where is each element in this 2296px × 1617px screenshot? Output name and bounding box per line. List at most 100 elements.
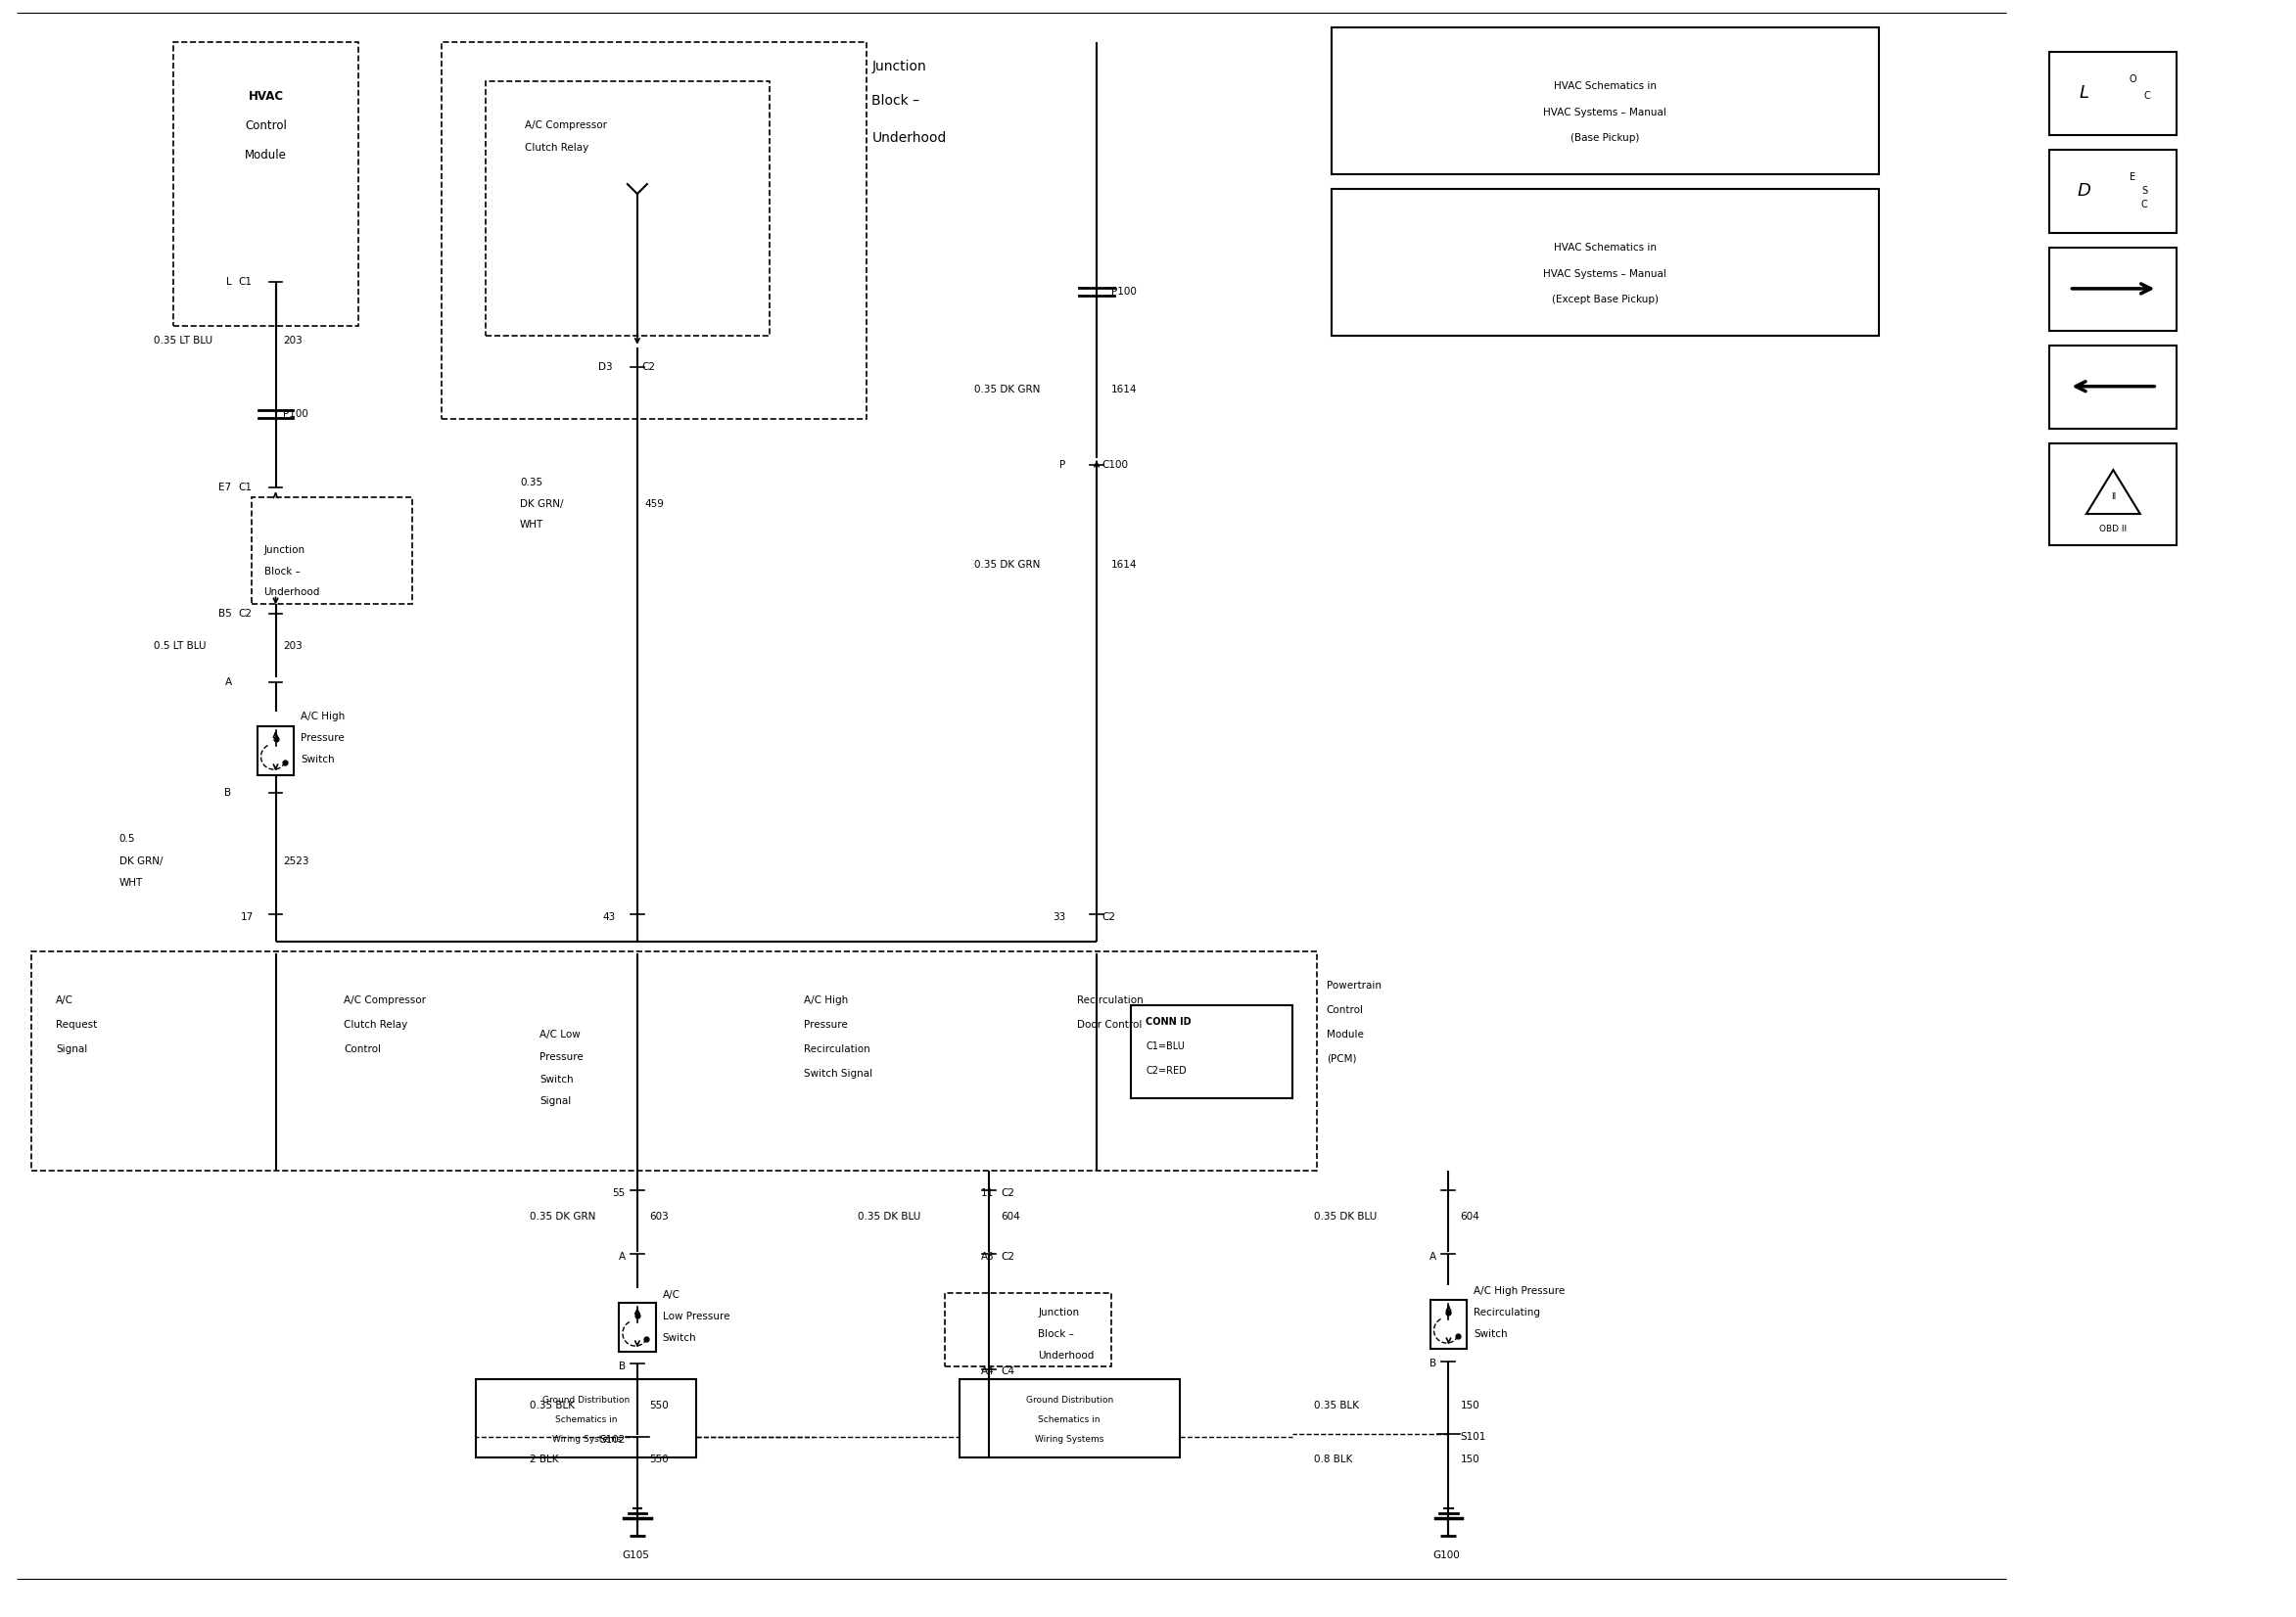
Text: $L$: $L$ [2078,84,2089,102]
Text: 43: 43 [604,912,615,922]
Text: 2523: 2523 [282,857,310,867]
Text: 203: 203 [282,336,303,346]
Text: Low Pressure: Low Pressure [664,1311,730,1321]
Text: A/C High: A/C High [301,711,344,721]
Text: P100: P100 [1111,286,1137,296]
Bar [960,1379,1180,1457]
Text: 55: 55 [613,1188,625,1198]
Text: Pressure: Pressure [301,733,344,744]
Text: Clutch Relay: Clutch Relay [344,1020,409,1030]
Bar [250,496,413,605]
Text: C1: C1 [239,482,253,492]
Text: Block –: Block – [264,568,301,577]
Text: Junction: Junction [1038,1308,1079,1318]
Text: B: B [225,787,232,797]
Text: 604: 604 [1001,1213,1019,1222]
Text: A/C Low: A/C Low [540,1030,581,1040]
Text: 0.35 DK BLU: 0.35 DK BLU [1313,1213,1378,1222]
Text: (Base Pickup): (Base Pickup) [1570,133,1639,142]
Text: 17: 17 [241,912,255,922]
Text: 0.35 DK GRN: 0.35 DK GRN [974,561,1040,571]
Text: A4: A4 [980,1366,994,1376]
Bar [172,42,358,325]
Text: 203: 203 [282,642,303,652]
Text: Wiring Systems: Wiring Systems [1035,1436,1104,1444]
Text: 0.35 LT BLU: 0.35 LT BLU [154,336,211,346]
Text: Switch: Switch [1474,1329,1508,1339]
Text: G100: G100 [1433,1551,1460,1560]
Text: O: O [2128,74,2138,84]
Text: Recirculation: Recirculation [1077,994,1143,1004]
Bar [946,1294,1111,1366]
Text: Signal: Signal [540,1096,572,1106]
Text: G105: G105 [622,1551,650,1560]
Text: B: B [1430,1358,1437,1368]
Text: Underhood: Underhood [264,587,319,597]
Text: A/C High: A/C High [804,994,847,1004]
Text: 0.35 BLK: 0.35 BLK [530,1400,574,1410]
Text: Powertrain: Powertrain [1327,980,1382,990]
Text: WHT: WHT [119,878,142,888]
Text: 0.8 BLK: 0.8 BLK [1313,1454,1352,1463]
Text: HVAC Schematics in: HVAC Schematics in [1554,243,1655,252]
Text: C1=BLU: C1=BLU [1146,1041,1185,1051]
Text: Signal: Signal [55,1045,87,1054]
Text: A/C High Pressure: A/C High Pressure [1474,1287,1566,1297]
Text: A: A [618,1252,625,1261]
Text: Control: Control [344,1045,381,1054]
Bar [1332,189,1878,336]
Text: C: C [2142,201,2147,210]
Text: Block –: Block – [1038,1329,1075,1339]
Text: 1614: 1614 [1111,561,1137,571]
Text: S: S [2142,186,2147,196]
Text: 550: 550 [650,1454,668,1463]
Text: C2=RED: C2=RED [1146,1066,1187,1075]
Text: Control: Control [1327,1004,1364,1015]
Text: Clutch Relay: Clutch Relay [526,142,588,154]
Text: Junction: Junction [264,545,305,555]
Text: 0.35: 0.35 [519,477,542,487]
Bar [2050,346,2177,429]
Text: Pressure: Pressure [540,1051,583,1062]
Text: Ground Distribution: Ground Distribution [542,1395,629,1405]
Text: A/C Compressor: A/C Compressor [344,994,427,1004]
Text: 2 BLK: 2 BLK [530,1454,558,1463]
Bar [618,1303,657,1352]
Text: (PCM): (PCM) [1327,1054,1357,1064]
Text: A3: A3 [980,1252,994,1261]
Text: 550: 550 [650,1400,668,1410]
Text: E: E [2131,173,2135,183]
Text: 0.35 DK BLU: 0.35 DK BLU [856,1213,921,1222]
Text: 603: 603 [650,1213,668,1222]
Text: Schematics in: Schematics in [556,1416,618,1425]
Bar [475,1379,696,1457]
Text: 0.5: 0.5 [119,834,135,844]
Text: $D$: $D$ [2076,183,2092,201]
Text: B5: B5 [218,610,232,619]
Bar [2050,150,2177,233]
Text: Junction: Junction [872,60,928,74]
Text: Module: Module [1327,1030,1364,1040]
Bar [1332,27,1878,175]
Text: B: B [618,1362,625,1371]
Text: Wiring Systems: Wiring Systems [551,1436,620,1444]
Text: C2: C2 [239,610,253,619]
Text: Recirculation: Recirculation [804,1045,870,1054]
Text: Block –: Block – [872,94,921,108]
Text: DK GRN/: DK GRN/ [119,857,163,867]
Text: Request: Request [55,1020,96,1030]
Text: C2: C2 [1001,1252,1015,1261]
Text: 1614: 1614 [1111,385,1137,395]
Bar [441,42,868,419]
Text: 33: 33 [1052,912,1065,922]
Text: A/C Compressor: A/C Compressor [526,121,606,131]
Text: HVAC: HVAC [248,91,282,102]
Text: Switch: Switch [664,1334,696,1344]
Text: HVAC Schematics in: HVAC Schematics in [1554,81,1655,91]
Text: 11: 11 [980,1188,994,1198]
Text: 604: 604 [1460,1213,1479,1222]
Text: Switch Signal: Switch Signal [804,1069,872,1079]
Text: Schematics in: Schematics in [1038,1416,1100,1425]
Bar [1132,1004,1293,1098]
Text: C1: C1 [239,277,253,286]
